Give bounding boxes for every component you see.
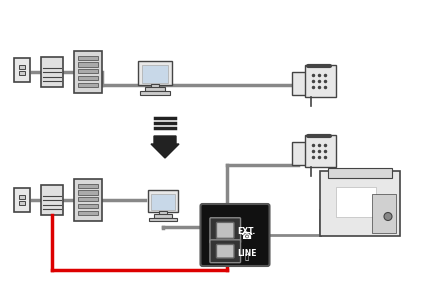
- Bar: [328, 168, 392, 178]
- Bar: [78, 76, 98, 80]
- FancyBboxPatch shape: [210, 240, 241, 263]
- Bar: [74, 51, 102, 93]
- Bar: [151, 84, 159, 88]
- Bar: [78, 204, 98, 208]
- Bar: [41, 185, 63, 215]
- Bar: [140, 91, 170, 95]
- Bar: [78, 211, 98, 215]
- Bar: [78, 62, 98, 67]
- Bar: [306, 135, 336, 167]
- Bar: [14, 188, 30, 212]
- Bar: [306, 64, 336, 97]
- FancyBboxPatch shape: [216, 222, 234, 238]
- Bar: [78, 82, 98, 87]
- Circle shape: [384, 212, 392, 220]
- Bar: [19, 201, 25, 205]
- Bar: [138, 61, 172, 85]
- Text: ☎: ☎: [241, 231, 253, 241]
- Bar: [154, 214, 172, 218]
- Bar: [78, 69, 98, 73]
- Bar: [78, 56, 98, 60]
- Bar: [78, 190, 98, 194]
- Bar: [320, 171, 400, 236]
- Bar: [78, 184, 98, 188]
- Bar: [19, 65, 25, 69]
- Bar: [41, 57, 63, 87]
- Bar: [159, 212, 167, 214]
- FancyBboxPatch shape: [201, 204, 269, 266]
- Text: 🔑: 🔑: [244, 254, 249, 260]
- Text: EXT.: EXT.: [238, 227, 256, 236]
- Bar: [78, 197, 98, 201]
- Bar: [19, 195, 25, 199]
- Bar: [148, 190, 178, 212]
- Bar: [292, 72, 317, 95]
- Bar: [145, 87, 165, 91]
- FancyArrow shape: [151, 136, 179, 158]
- Bar: [14, 58, 30, 82]
- Bar: [372, 194, 396, 233]
- FancyBboxPatch shape: [216, 244, 234, 258]
- Bar: [19, 71, 25, 75]
- Bar: [151, 194, 175, 210]
- Bar: [74, 179, 102, 221]
- Bar: [142, 65, 168, 83]
- Text: LINE: LINE: [237, 249, 256, 258]
- FancyBboxPatch shape: [210, 218, 241, 243]
- Bar: [149, 218, 177, 221]
- Bar: [292, 142, 317, 165]
- Bar: [336, 187, 376, 217]
